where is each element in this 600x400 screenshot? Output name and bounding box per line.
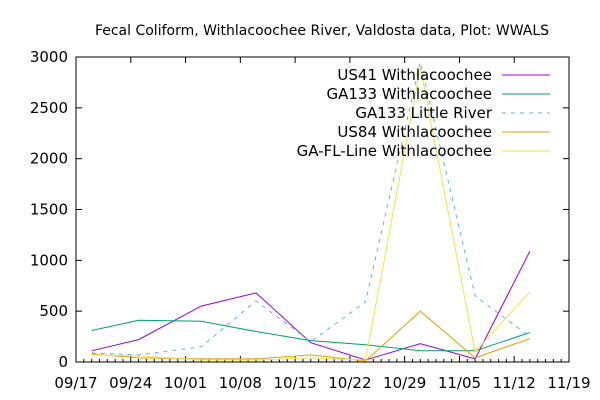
series-lines (91, 61, 531, 362)
x-tick-label: 11/05 (438, 374, 481, 392)
x-tick-label: 10/01 (164, 374, 207, 392)
series-line-1 (91, 319, 531, 352)
legend-label-4: GA-FL-Line Withlacoochee (297, 142, 492, 160)
y-tick-label: 2500 (30, 99, 68, 117)
x-tick-label: 10/29 (383, 374, 426, 392)
y-tick-label: 0 (58, 353, 68, 371)
y-tick-label: 3000 (30, 48, 68, 66)
legend-label-0: US41 Withlacoochee (337, 66, 492, 84)
x-tick-label: 10/15 (273, 374, 316, 392)
x-axis-ticks: 09/17 09/24 10/01 10/08 10/15 10/22 10/29 11/05… (54, 57, 591, 392)
x-tick-label: 10/22 (328, 374, 371, 392)
series-line-0 (91, 250, 531, 361)
y-tick-label: 500 (39, 302, 68, 320)
y-tick-label: 1500 (30, 201, 68, 219)
plot-frame (75, 56, 570, 363)
x-tick-label: 09/17 (54, 374, 97, 392)
series-line-3 (91, 310, 531, 362)
y-tick-label: 2000 (30, 150, 68, 168)
x-tick-label: 09/24 (109, 374, 152, 392)
x-tick-label: 11/12 (493, 374, 536, 392)
x-tick-label: 10/08 (219, 374, 262, 392)
series-line-4 (91, 67, 531, 361)
y-tick-label: 1000 (30, 251, 68, 269)
chart-title: Fecal Coliform, Withlacoochee River, Val… (95, 23, 549, 39)
legend-label-2: GA133 Little River (355, 104, 492, 122)
x-tick-label: 11/19 (547, 374, 590, 392)
plot-border (75, 56, 570, 363)
legend-label-1: GA133 Withlacoochee (326, 85, 492, 103)
series-line-2 (91, 61, 531, 356)
y-axis-ticks: 0 500 1000 1500 2000 2500 3000 (30, 48, 569, 371)
legend-label-3: US84 Withlacoochee (337, 123, 492, 141)
